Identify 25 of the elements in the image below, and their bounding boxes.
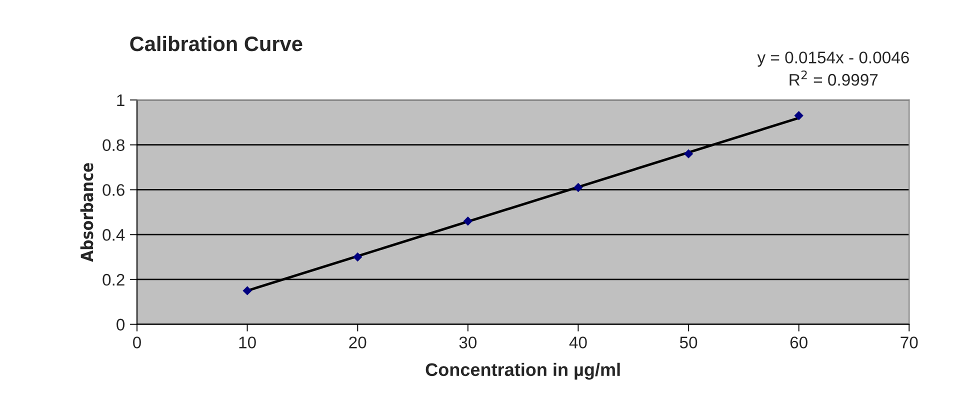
x-tick-label: 0 bbox=[133, 336, 141, 348]
text: R$^{2}$ = 0.9997 bbox=[790, 70, 878, 86]
y-tick-label: 0.4 bbox=[102, 229, 125, 241]
point bbox=[353, 252, 362, 262]
y-tick-label: 0.6 bbox=[102, 184, 124, 196]
point bbox=[574, 182, 583, 192]
y-tick-label: 0.8 bbox=[102, 139, 124, 152]
x-tick-label: 10 bbox=[239, 336, 256, 348]
point bbox=[684, 149, 694, 158]
point bbox=[463, 216, 473, 226]
y-tick-label: 0 bbox=[116, 318, 125, 331]
point bbox=[242, 286, 252, 296]
x-tick-label: 70 bbox=[900, 336, 918, 348]
y-tick-label: 1 bbox=[117, 94, 124, 106]
x-tick-label: 40 bbox=[569, 336, 587, 348]
x-tick-label: 50 bbox=[680, 336, 698, 348]
x-axis-title: Concentration in µg/ml bbox=[426, 362, 620, 380]
y-tick-label: 0.2 bbox=[102, 274, 124, 286]
text: y = 0.0154x - 0.0046 bbox=[757, 52, 909, 67]
chart-title: Calibration Curve bbox=[130, 36, 302, 52]
x-tick-label: 20 bbox=[349, 336, 366, 348]
y-axis-title: Absorbance bbox=[80, 163, 94, 262]
point bbox=[794, 111, 804, 120]
x-tick-label: 30 bbox=[459, 336, 477, 348]
x-tick-label: 60 bbox=[790, 336, 808, 348]
